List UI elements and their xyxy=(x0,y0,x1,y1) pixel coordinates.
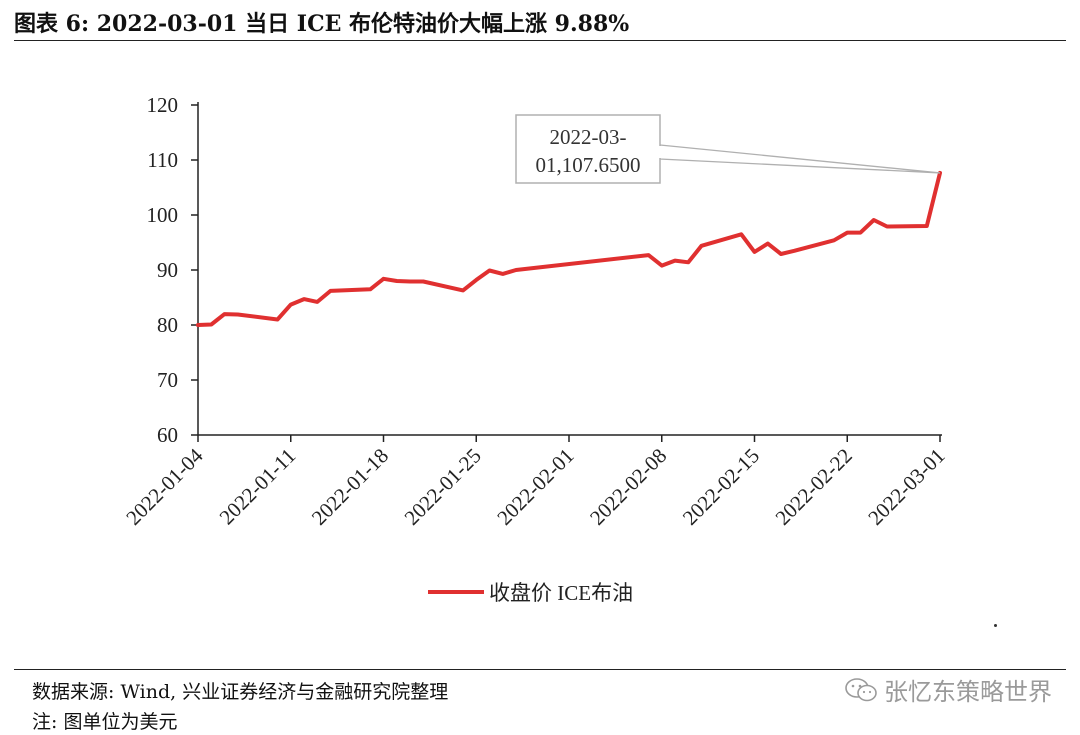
x-tick-label: 2022-03-01 xyxy=(863,444,949,530)
y-tick-label: 120 xyxy=(147,93,179,117)
x-tick-label: 2022-02-08 xyxy=(585,444,671,530)
callout-text-line2: 01,107.6500 xyxy=(536,153,641,177)
callout-pointer xyxy=(659,144,941,174)
callout-box xyxy=(515,114,661,184)
y-tick-label: 70 xyxy=(157,368,178,392)
y-tick-label: 100 xyxy=(147,203,179,227)
wechat-icon xyxy=(845,677,877,701)
y-tick-label: 80 xyxy=(157,313,178,337)
callout-text-line1: 2022-03- xyxy=(550,125,627,149)
x-axis: 2022-01-04 2022-01-11 2022-01-18 2022-01-25… xyxy=(121,434,950,530)
watermark-text: 张忆东策略世界 xyxy=(884,678,1052,706)
x-tick-label: 2022-01-04 xyxy=(121,443,208,530)
data-source: 数据来源: Wind, 兴业证券经济与金融研究院整理 xyxy=(32,681,449,703)
y-tick-label: 110 xyxy=(147,148,178,172)
annotation-layer: 2022-03- 01,107.6500 xyxy=(515,114,941,184)
x-tick-label: 2022-02-15 xyxy=(678,444,764,530)
callout-joint xyxy=(658,146,662,158)
footer-divider xyxy=(14,669,1066,670)
series-layer xyxy=(196,170,942,327)
x-tick-label: 2022-02-01 xyxy=(492,444,578,530)
legend-label: 收盘价 ICE布油 xyxy=(489,581,633,605)
x-tick-label: 2022-01-11 xyxy=(215,444,301,530)
x-tick-label: 2022-01-25 xyxy=(400,444,486,530)
stray-dot xyxy=(994,624,997,627)
title-divider xyxy=(14,40,1066,41)
series-line xyxy=(196,170,942,327)
unit-note: 注: 图单位为美元 xyxy=(32,711,178,733)
watermark: 张忆东策略世界 xyxy=(844,672,1052,707)
x-tick-label: 2022-02-22 xyxy=(771,444,857,530)
y-axis: 60 70 80 90 100 110 120 xyxy=(147,93,199,447)
y-tick-label: 90 xyxy=(157,258,178,282)
chart-title: 图表 6: 2022-03-01 当日 ICE 布伦特油价大幅上涨 9.88% xyxy=(14,11,630,37)
x-tick-label: 2022-01-18 xyxy=(307,444,393,530)
legend: 收盘价 ICE布油 xyxy=(428,581,633,605)
y-tick-label: 60 xyxy=(157,423,178,447)
